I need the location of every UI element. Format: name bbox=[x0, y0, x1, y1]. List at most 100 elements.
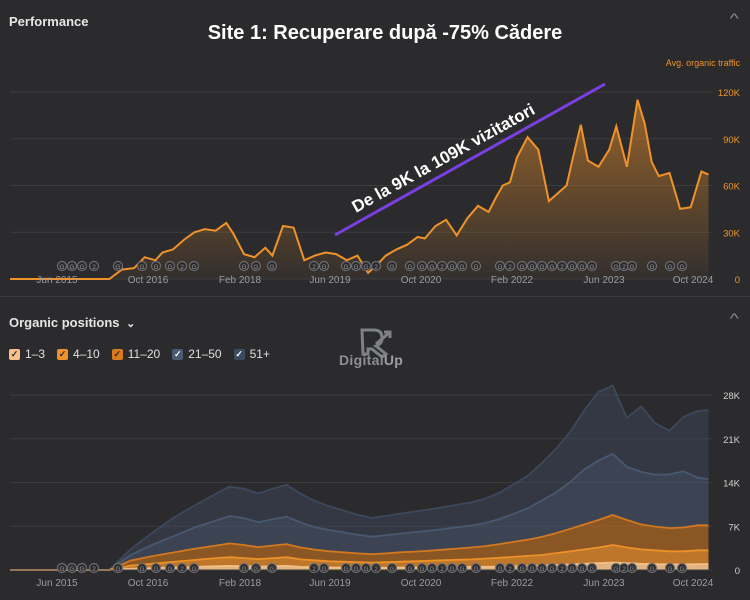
google-update-marker-label: G bbox=[549, 566, 554, 573]
google-update-marker-icon bbox=[404, 562, 416, 574]
google-update-marker-icon bbox=[504, 562, 516, 574]
organic-positions-panel: Organic positions ⌄ ^ ✓ 1–3 ✓ 4–10 ✓ 11–20 ✓ 21… bbox=[0, 300, 750, 600]
google-update-marker-icon bbox=[56, 260, 68, 272]
google-update-marker-icon bbox=[416, 562, 428, 574]
google-update-marker-icon bbox=[76, 562, 88, 574]
google-update-marker-label: 2 bbox=[312, 566, 316, 573]
checkbox-icon[interactable]: ✓ bbox=[233, 348, 245, 360]
google-update-marker-icon bbox=[504, 260, 516, 272]
google-update-marker-label: G bbox=[613, 264, 618, 271]
google-update-marker-icon bbox=[536, 260, 548, 272]
org-x-tick-label: Feb 2022 bbox=[491, 578, 534, 589]
checkbox-icon[interactable]: ✓ bbox=[57, 348, 69, 360]
google-update-marker-label: G bbox=[649, 264, 654, 271]
google-update-marker-label: G bbox=[353, 264, 358, 271]
google-update-marker-label: G bbox=[579, 264, 584, 271]
google-update-marker-icon bbox=[664, 562, 676, 574]
google-update-marker-icon bbox=[446, 260, 458, 272]
checkbox-icon[interactable]: ✓ bbox=[9, 348, 20, 360]
google-update-marker-label: 2 bbox=[440, 264, 444, 271]
google-update-marker-icon bbox=[266, 562, 278, 574]
google-update-marker-label: G bbox=[679, 566, 684, 573]
google-update-marker-label: G bbox=[389, 264, 394, 271]
legend-item[interactable]: ✓ 51+ bbox=[233, 347, 270, 361]
legend-label: 4–10 bbox=[73, 347, 100, 361]
google-update-marker-label: G bbox=[139, 566, 144, 573]
legend-item[interactable]: ✓ 4–10 bbox=[57, 347, 100, 361]
chevron-up-icon[interactable]: ^ bbox=[730, 310, 740, 326]
google-update-marker-icon bbox=[494, 562, 506, 574]
google-update-marker-label: G bbox=[569, 566, 574, 573]
google-update-marker-icon bbox=[576, 260, 588, 272]
google-update-marker-icon bbox=[516, 562, 528, 574]
google-update-marker-label: G bbox=[419, 566, 424, 573]
google-update-marker-icon bbox=[88, 562, 100, 574]
chevron-up-icon[interactable]: ^ bbox=[730, 10, 740, 26]
google-update-marker-label: G bbox=[419, 264, 424, 271]
google-update-marker-label: G bbox=[59, 264, 64, 271]
google-update-marker-label: G bbox=[459, 264, 464, 271]
google-update-marker-label: G bbox=[69, 264, 74, 271]
google-update-marker-icon bbox=[340, 562, 352, 574]
google-update-marker-icon bbox=[436, 260, 448, 272]
digitalup-logo-text: DigitalUp bbox=[339, 352, 404, 368]
google-update-marker-label: G bbox=[667, 566, 672, 573]
google-update-marker-label: G bbox=[79, 264, 84, 271]
org-y-tick-label: 7K bbox=[728, 522, 740, 533]
google-update-marker-icon bbox=[350, 562, 362, 574]
google-update-marker-label: G bbox=[529, 264, 534, 271]
google-update-marker-label: G bbox=[389, 566, 394, 573]
google-update-marker-icon bbox=[626, 562, 638, 574]
google-update-marker-label: G bbox=[241, 566, 246, 573]
google-update-marker-label: G bbox=[167, 264, 172, 271]
google-update-marker-icon bbox=[266, 260, 278, 272]
checkbox-icon[interactable]: ✓ bbox=[111, 348, 123, 360]
google-update-marker-label: 2 bbox=[560, 566, 564, 573]
google-update-marker-label: G bbox=[539, 264, 544, 271]
position-line-51+ bbox=[10, 384, 709, 571]
google-update-marker-label: 2 bbox=[374, 566, 378, 573]
google-update-marker-label: G bbox=[407, 264, 412, 271]
google-update-marker-icon bbox=[386, 260, 398, 272]
google-update-marker-label: G bbox=[539, 566, 544, 573]
perf-y-tick-label: 30K bbox=[723, 228, 741, 239]
legend-item[interactable]: ✓ 21–50 bbox=[172, 347, 222, 361]
google-update-marker-label: G bbox=[649, 566, 654, 573]
google-update-marker-icon bbox=[176, 562, 188, 574]
google-update-marker-label: G bbox=[115, 264, 120, 271]
google-update-marker-icon bbox=[556, 260, 568, 272]
organic-title-text: Organic positions bbox=[9, 315, 120, 330]
checkbox-icon[interactable]: ✓ bbox=[172, 348, 184, 360]
google-update-marker-label: 2 bbox=[92, 566, 96, 573]
google-update-marker-label: G bbox=[253, 566, 258, 573]
google-update-marker-icon bbox=[586, 260, 598, 272]
google-update-marker-icon bbox=[586, 562, 598, 574]
google-update-marker-label: G bbox=[589, 264, 594, 271]
google-update-marker-label: G bbox=[343, 264, 348, 271]
google-update-marker-label: G bbox=[79, 566, 84, 573]
google-update-marker-icon bbox=[576, 562, 588, 574]
google-update-marker-icon bbox=[470, 260, 482, 272]
google-update-marker-label: G bbox=[321, 264, 326, 271]
google-update-marker-label: 2 bbox=[560, 264, 564, 271]
google-update-marker-label: G bbox=[529, 566, 534, 573]
google-update-marker-label: G bbox=[629, 264, 634, 271]
google-update-marker-label: G bbox=[69, 566, 74, 573]
legend-item[interactable]: ✓ 11–20 bbox=[111, 347, 160, 361]
google-update-marker-icon bbox=[250, 562, 262, 574]
legend-label: 21–50 bbox=[188, 347, 222, 361]
google-update-marker-icon bbox=[546, 562, 558, 574]
google-update-marker-label: G bbox=[321, 566, 326, 573]
google-update-marker-icon bbox=[416, 260, 428, 272]
organic-positions-title[interactable]: Organic positions ⌄ bbox=[9, 315, 135, 330]
google-update-marker-icon bbox=[456, 562, 468, 574]
traffic-legend-label[interactable]: Avg. organic traffic bbox=[665, 58, 740, 68]
panel-divider bbox=[0, 296, 750, 297]
perf-x-tick-label: Oct 2024 bbox=[673, 275, 714, 286]
google-update-marker-label: G bbox=[191, 264, 196, 271]
legend-label: 51+ bbox=[249, 347, 270, 361]
legend-item[interactable]: ✓ 1–3 bbox=[9, 347, 45, 361]
chevron-down-icon[interactable]: ⌄ bbox=[126, 318, 136, 330]
